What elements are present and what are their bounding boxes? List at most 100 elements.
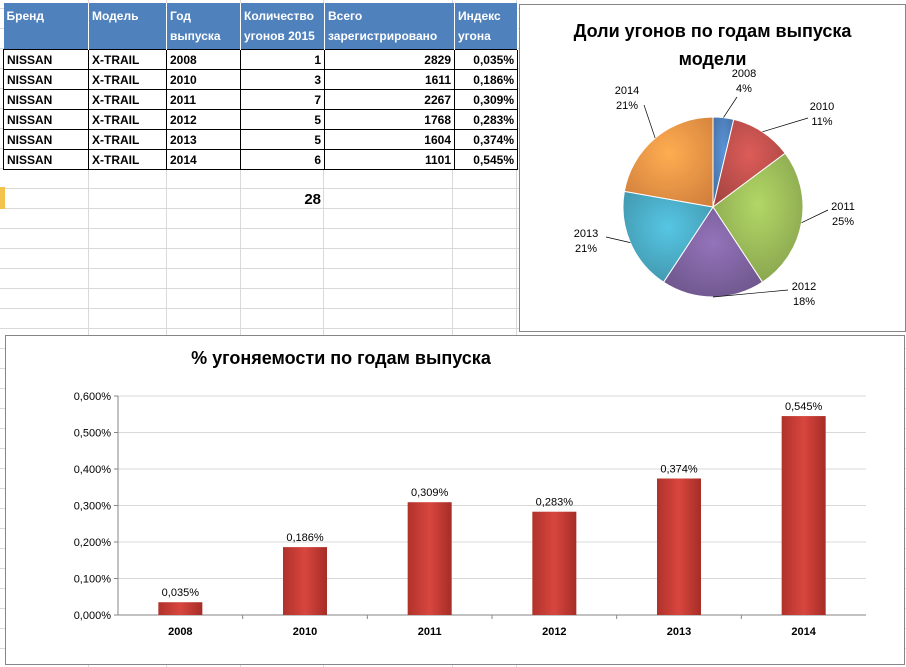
y-tick-label: 0,000% bbox=[74, 610, 112, 622]
column-header[interactable]: Модель bbox=[88, 3, 167, 50]
column-header[interactable]: Бренд bbox=[3, 3, 89, 50]
pie-leader-line bbox=[643, 104, 656, 139]
table-cell[interactable]: 2014 bbox=[166, 149, 241, 170]
pie-chart[interactable]: Доли угонов по годам выпуска модели 2008… bbox=[519, 4, 906, 332]
column-divider bbox=[516, 0, 517, 667]
table-cell[interactable]: 3 bbox=[240, 69, 325, 90]
pie-label-category: 2008 bbox=[732, 68, 756, 80]
table-cell[interactable]: 0,374% bbox=[454, 129, 518, 150]
bar-data-label: 0,283% bbox=[536, 497, 574, 509]
column-divider bbox=[166, 0, 167, 667]
table-cell[interactable]: X-TRAIL bbox=[88, 109, 167, 130]
y-tick-label: 0,100% bbox=[74, 574, 112, 586]
y-tick-label: 0,300% bbox=[74, 501, 112, 513]
x-tick-label: 2011 bbox=[418, 626, 442, 638]
table-cell[interactable]: 0,283% bbox=[454, 109, 518, 130]
pie-label-category: 2014 bbox=[615, 85, 639, 97]
column-header[interactable]: Год выпуска bbox=[166, 3, 241, 50]
bar-2013[interactable] bbox=[657, 478, 701, 615]
table-body: NISSAN X-TRAIL 2008 1 2829 0,035% NISSAN X-TRAI… bbox=[3, 49, 518, 170]
column-header-text: угона bbox=[458, 29, 491, 43]
table-cell[interactable]: 0,186% bbox=[454, 69, 518, 90]
table-cell[interactable]: NISSAN bbox=[3, 69, 89, 90]
table-cell[interactable]: 1768 bbox=[324, 109, 455, 130]
table-cell[interactable]: X-TRAIL bbox=[88, 129, 167, 150]
bar-2014[interactable] bbox=[781, 416, 826, 615]
pie-leader-line bbox=[762, 117, 809, 133]
table-cell[interactable]: NISSAN bbox=[3, 89, 89, 110]
table-cell[interactable]: NISSAN bbox=[3, 109, 89, 130]
table-cell[interactable]: 0,309% bbox=[454, 89, 518, 110]
table-cell[interactable]: 2267 bbox=[324, 89, 455, 110]
y-tick-label: 0,600% bbox=[74, 391, 112, 403]
pie-label-percent: 11% bbox=[811, 116, 832, 128]
column-header[interactable]: Индекс угона bbox=[454, 3, 518, 50]
y-tick-label: 0,400% bbox=[74, 464, 112, 476]
table-row: NISSAN X-TRAIL 2008 1 2829 0,035% bbox=[3, 49, 518, 70]
table-cell[interactable]: NISSAN bbox=[3, 49, 89, 70]
table-cell[interactable]: 0,545% bbox=[454, 149, 518, 170]
table-cell[interactable]: 2829 bbox=[324, 49, 455, 70]
y-tick-label: 0,500% bbox=[74, 428, 112, 440]
table-cell[interactable]: NISSAN bbox=[3, 129, 89, 150]
column-header[interactable]: Всего зарегистрировано bbox=[324, 3, 455, 50]
table-cell[interactable]: 1604 bbox=[324, 129, 455, 150]
table-cell[interactable]: X-TRAIL bbox=[88, 89, 167, 110]
bar-chart[interactable]: % угоняемости по годам выпуска 0,000% 0,1… bbox=[5, 335, 905, 665]
bar-data-label: 0,374% bbox=[660, 463, 698, 475]
column-divider bbox=[88, 0, 89, 667]
table-cell[interactable]: X-TRAIL bbox=[88, 69, 167, 90]
total-cell[interactable]: 28 bbox=[304, 191, 321, 208]
pie-leader-line bbox=[605, 236, 631, 243]
table-cell[interactable]: 0,035% bbox=[454, 49, 518, 70]
table-cell[interactable]: 1 bbox=[240, 49, 325, 70]
x-tick-label: 2013 bbox=[667, 626, 691, 638]
table-cell[interactable]: X-TRAIL bbox=[88, 149, 167, 170]
table-cell[interactable]: 2012 bbox=[166, 109, 241, 130]
x-tick-label: 2014 bbox=[791, 626, 816, 638]
table-cell[interactable]: 1101 bbox=[324, 149, 455, 170]
table-cell[interactable]: X-TRAIL bbox=[88, 49, 167, 70]
table-cell[interactable]: 2013 bbox=[166, 129, 241, 150]
column-divider bbox=[323, 0, 324, 667]
table-row: NISSAN X-TRAIL 2013 5 1604 0,374% bbox=[3, 129, 518, 150]
pie-slice-2012[interactable] bbox=[662, 206, 764, 298]
table-cell[interactable]: 7 bbox=[240, 89, 325, 110]
pie-slice-2014[interactable] bbox=[623, 116, 714, 208]
bar-2008[interactable] bbox=[158, 602, 203, 615]
table-cell[interactable]: 2008 bbox=[166, 49, 241, 70]
bar-data-label: 0,545% bbox=[785, 401, 823, 413]
pie-chart-plot: 2008 4% 2010 11% 2011 25% 2012 18% 2013 21% 2014 21… bbox=[574, 68, 855, 308]
pie-label-category: 2011 bbox=[831, 201, 855, 213]
bar-2011[interactable] bbox=[407, 502, 452, 615]
table-cell[interactable]: 5 bbox=[240, 109, 325, 130]
bar-chart-plot: 0,000% 0,100% 0,200% 0,300% 0,400% 0,500% 0,60… bbox=[74, 391, 866, 638]
pie-label-category: 2013 bbox=[574, 228, 598, 240]
table-cell[interactable]: 6 bbox=[240, 149, 325, 170]
table-cell[interactable]: 1611 bbox=[324, 69, 455, 90]
column-header-text: выпуска bbox=[170, 29, 221, 43]
pie-label-percent: 21% bbox=[616, 100, 638, 112]
table-cell[interactable]: 2010 bbox=[166, 69, 241, 90]
table-row: NISSAN X-TRAIL 2014 6 1101 0,545% bbox=[3, 149, 518, 170]
pie-leader-line bbox=[801, 209, 829, 223]
bar-2012[interactable] bbox=[532, 511, 577, 615]
table-row: NISSAN X-TRAIL 2011 7 2267 0,309% bbox=[3, 89, 518, 110]
pie-label-percent: 21% bbox=[575, 243, 597, 255]
column-divider bbox=[240, 0, 241, 667]
pie-leader-line bbox=[712, 289, 789, 298]
table-cell[interactable]: 2011 bbox=[166, 89, 241, 110]
column-header[interactable]: Количество угонов 2015 bbox=[240, 3, 325, 50]
column-header-text: Бренд bbox=[6, 9, 45, 23]
table-cell[interactable]: NISSAN bbox=[3, 149, 89, 170]
column-header-text: Модель bbox=[92, 9, 139, 23]
pie-slice-2011[interactable] bbox=[712, 152, 804, 283]
bar-data-label: 0,309% bbox=[411, 487, 449, 499]
bar-data-label: 0,186% bbox=[286, 532, 324, 544]
bar-data-label: 0,035% bbox=[162, 587, 200, 599]
table-cell[interactable]: 5 bbox=[240, 129, 325, 150]
column-header-text: Год bbox=[170, 9, 191, 23]
bar-chart-title: % угоняемости по годам выпуска bbox=[191, 348, 491, 368]
bar-2010[interactable] bbox=[283, 547, 327, 615]
table-row: NISSAN X-TRAIL 2010 3 1611 0,186% bbox=[3, 69, 518, 90]
